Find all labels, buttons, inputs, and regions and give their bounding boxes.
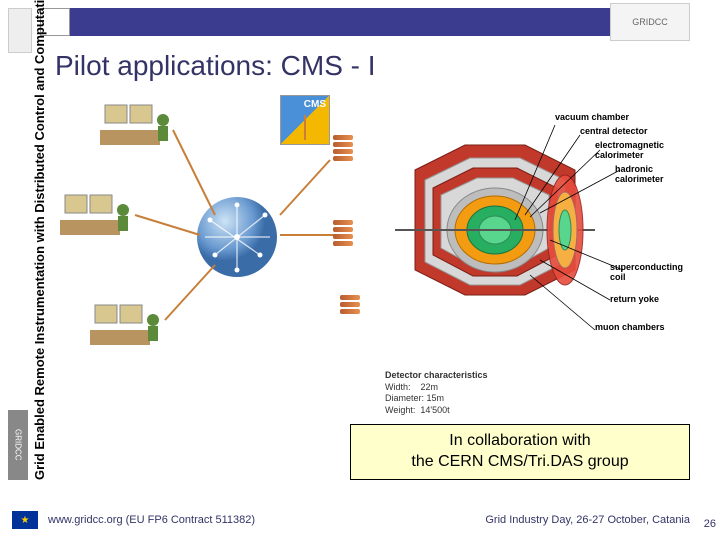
- grid-globe-icon: [195, 195, 280, 280]
- label-vacuum: vacuum chamber: [555, 113, 629, 123]
- data-bars-2: [333, 220, 353, 250]
- collab-line1: In collaboration with: [361, 431, 679, 452]
- collaboration-box: In collaboration with the CERN CMS/Tri.D…: [350, 424, 690, 480]
- footer-right-text: Grid Industry Day, 26-27 October, Catani…: [485, 514, 690, 526]
- eu-flag-icon: ★: [12, 511, 38, 529]
- cms-logo: CMS: [280, 95, 330, 145]
- label-yoke: return yoke: [610, 295, 659, 305]
- gridcc-logo-top: GRIDCC: [610, 3, 690, 41]
- workstation-3: [85, 295, 165, 350]
- workstation-2: [55, 185, 135, 240]
- label-hcal: hadronic calorimeter: [615, 165, 685, 185]
- detector-characteristics: Detector characteristics Width: 22m Diam…: [385, 370, 488, 417]
- ist-logo: [8, 8, 32, 53]
- top-banner: GRIDCC: [40, 8, 690, 36]
- slide-footer: ★ www.gridcc.org (EU FP6 Contract 511382…: [0, 510, 720, 530]
- collab-line2: the CERN CMS/Tri.DAS group: [361, 452, 679, 473]
- data-bars-1: [333, 135, 353, 165]
- architecture-diagram: CMS: [55, 95, 700, 430]
- label-coil: superconducting coil: [610, 263, 700, 283]
- label-ecal: electromagnetic calorimeter: [595, 141, 685, 161]
- footer-left-text: www.gridcc.org (EU FP6 Contract 511382): [48, 514, 255, 526]
- cms-detector-diagram: vacuum chamber central detector electrom…: [385, 105, 685, 355]
- workstation-1: [95, 95, 175, 150]
- label-muon: muon chambers: [595, 323, 665, 333]
- page-number: 26: [696, 518, 716, 530]
- data-bars-3: [340, 295, 360, 325]
- project-vertical-label: Grid Enabled Remote Instrumentation with…: [32, 0, 47, 480]
- gridcc-side-badge: GRIDCC: [8, 410, 28, 480]
- label-central: central detector: [580, 127, 648, 137]
- slide-title: Pilot applications: CMS - I: [55, 50, 376, 82]
